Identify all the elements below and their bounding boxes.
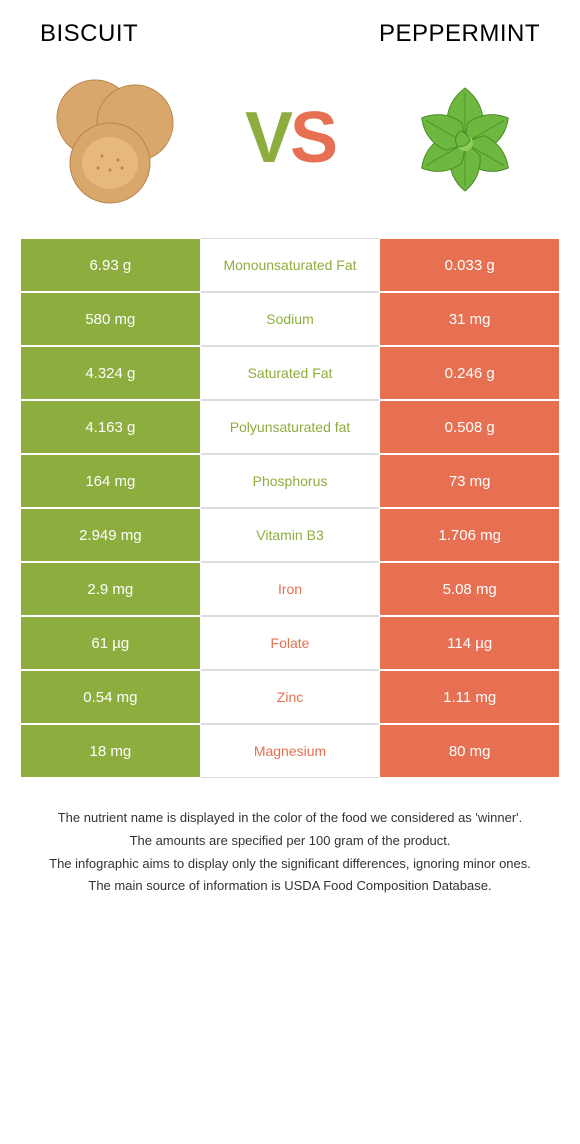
header-row: BISCUIT PEPPERMINT bbox=[0, 0, 580, 58]
table-row: 4.324 gSaturated Fat0.246 g bbox=[20, 346, 560, 400]
table-row: 18 mgMagnesium80 mg bbox=[20, 724, 560, 778]
table-row: 2.949 mgVitamin B31.706 mg bbox=[20, 508, 560, 562]
nutrient-label-cell: Sodium bbox=[201, 292, 380, 346]
footer-line-1: The nutrient name is displayed in the co… bbox=[40, 808, 540, 829]
footer-line-4: The main source of information is USDA F… bbox=[40, 876, 540, 897]
nutrient-label-cell: Monounsaturated Fat bbox=[201, 238, 380, 292]
nutrient-label-cell: Phosphorus bbox=[201, 454, 380, 508]
vs-row: VS bbox=[0, 58, 580, 238]
left-value-cell: 6.93 g bbox=[20, 238, 201, 292]
left-value-cell: 2.9 mg bbox=[20, 562, 201, 616]
footer-line-3: The infographic aims to display only the… bbox=[40, 854, 540, 875]
table-row: 61 µgFolate114 µg bbox=[20, 616, 560, 670]
footer-line-2: The amounts are specified per 100 gram o… bbox=[40, 831, 540, 852]
table-row: 4.163 gPolyunsaturated fat0.508 g bbox=[20, 400, 560, 454]
table-row: 164 mgPhosphorus73 mg bbox=[20, 454, 560, 508]
left-value-cell: 2.949 mg bbox=[20, 508, 201, 562]
vs-label: VS bbox=[245, 97, 335, 179]
nutrient-label-cell: Magnesium bbox=[201, 724, 380, 778]
footer-notes: The nutrient name is displayed in the co… bbox=[0, 778, 580, 939]
right-value-cell: 1.11 mg bbox=[379, 670, 560, 724]
left-value-cell: 4.324 g bbox=[20, 346, 201, 400]
table-row: 2.9 mgIron5.08 mg bbox=[20, 562, 560, 616]
biscuit-image bbox=[40, 68, 190, 208]
right-value-cell: 5.08 mg bbox=[379, 562, 560, 616]
left-value-cell: 18 mg bbox=[20, 724, 201, 778]
right-value-cell: 80 mg bbox=[379, 724, 560, 778]
table-row: 6.93 gMonounsaturated Fat0.033 g bbox=[20, 238, 560, 292]
vs-v-letter: V bbox=[245, 98, 290, 178]
table-row: 0.54 mgZinc1.11 mg bbox=[20, 670, 560, 724]
right-value-cell: 31 mg bbox=[379, 292, 560, 346]
right-value-cell: 0.508 g bbox=[379, 400, 560, 454]
nutrient-label-cell: Polyunsaturated fat bbox=[201, 400, 380, 454]
vs-s-letter: S bbox=[290, 98, 335, 178]
peppermint-image bbox=[390, 68, 540, 208]
right-food-title: PEPPERMINT bbox=[379, 20, 540, 48]
left-value-cell: 0.54 mg bbox=[20, 670, 201, 724]
right-value-cell: 0.033 g bbox=[379, 238, 560, 292]
table-row: 580 mgSodium31 mg bbox=[20, 292, 560, 346]
nutrient-label-cell: Zinc bbox=[201, 670, 380, 724]
nutrient-label-cell: Vitamin B3 bbox=[201, 508, 380, 562]
right-value-cell: 0.246 g bbox=[379, 346, 560, 400]
nutrient-label-cell: Saturated Fat bbox=[201, 346, 380, 400]
infographic-container: BISCUIT PEPPERMINT VS bbox=[0, 0, 580, 939]
left-value-cell: 164 mg bbox=[20, 454, 201, 508]
nutrient-label-cell: Iron bbox=[201, 562, 380, 616]
nutrient-table: 6.93 gMonounsaturated Fat0.033 g580 mgSo… bbox=[20, 238, 560, 778]
right-value-cell: 73 mg bbox=[379, 454, 560, 508]
right-value-cell: 114 µg bbox=[379, 616, 560, 670]
left-value-cell: 580 mg bbox=[20, 292, 201, 346]
left-value-cell: 61 µg bbox=[20, 616, 201, 670]
nutrient-label-cell: Folate bbox=[201, 616, 380, 670]
right-value-cell: 1.706 mg bbox=[379, 508, 560, 562]
left-food-title: BISCUIT bbox=[40, 20, 138, 48]
left-value-cell: 4.163 g bbox=[20, 400, 201, 454]
